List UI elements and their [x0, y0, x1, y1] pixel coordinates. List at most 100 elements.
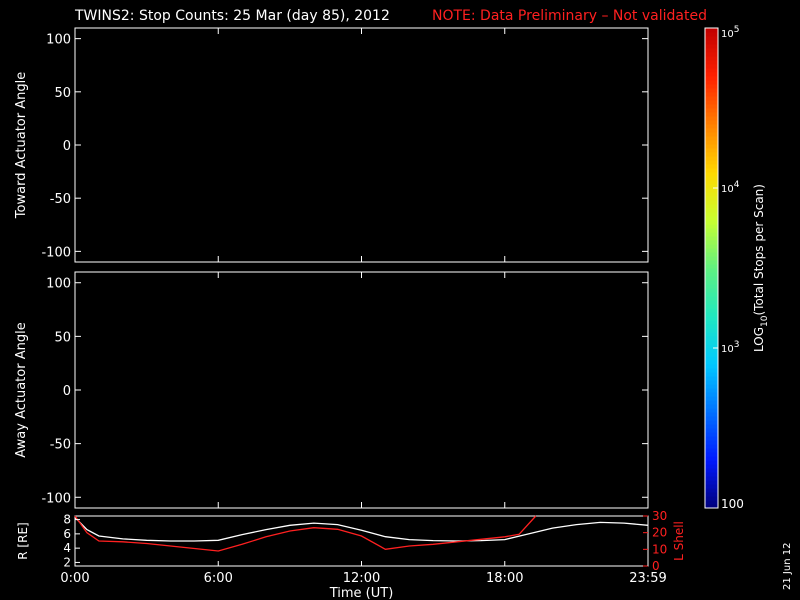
colorbar-swatch [705, 148, 718, 153]
colorbar-swatch [705, 376, 718, 381]
colorbar-swatch [705, 196, 718, 201]
colorbar-swatch [705, 480, 718, 485]
colorbar-swatch [705, 388, 718, 393]
colorbar-swatch [705, 284, 718, 289]
colorbar-swatch [705, 216, 718, 221]
colorbar-tick-label: 104 [721, 180, 740, 195]
r-series-line [74, 516, 649, 542]
colorbar-swatch [705, 80, 718, 85]
y-tick-label: -50 [50, 192, 71, 207]
colorbar-swatch [705, 332, 718, 337]
colorbar-swatch [705, 184, 718, 189]
colorbar-label: LOG10(Total Stops per Scan) [752, 184, 770, 352]
x-tick-label: 18:00 [486, 571, 523, 586]
colorbar-swatch [705, 324, 718, 329]
colorbar-swatch [705, 340, 718, 345]
colorbar-tick-label: 103 [721, 340, 739, 355]
colorbar-swatch [705, 28, 718, 33]
colorbar-swatch [705, 120, 718, 125]
y-axis-label: Away Actuator Angle [14, 322, 29, 457]
y-tick-label: -50 [50, 438, 71, 453]
colorbar-swatch [705, 156, 718, 161]
colorbar-swatch [705, 140, 718, 145]
colorbar-swatch [705, 404, 718, 409]
colorbar-swatch [705, 264, 718, 269]
colorbar-swatch [705, 384, 718, 389]
colorbar-swatch [705, 392, 718, 397]
colorbar-swatch [705, 336, 718, 341]
colorbar-swatch [705, 412, 718, 417]
colorbar-swatch [705, 124, 718, 129]
colorbar-swatch [705, 416, 718, 421]
colorbar-swatch [705, 256, 718, 261]
colorbar-swatch [705, 344, 718, 349]
colorbar-frame [704, 27, 719, 509]
colorbar-swatch [705, 252, 718, 257]
y-tick-label: 8 [63, 513, 71, 527]
colorbar-swatch [705, 504, 718, 509]
colorbar-swatch [705, 300, 718, 305]
colorbar-swatch [705, 244, 718, 249]
lshell-series-line [74, 515, 537, 552]
colorbar-swatch [705, 72, 718, 77]
colorbar: 105 104 103 100 LOG10(Total Stops per Scan) [704, 25, 770, 511]
colorbar-swatch [705, 360, 718, 365]
colorbar-swatch [705, 188, 718, 193]
y-axis-label: Toward Actuator Angle [14, 72, 29, 219]
colorbar-swatch [705, 496, 718, 501]
colorbar-swatch [705, 352, 718, 357]
colorbar-swatch [705, 320, 718, 325]
colorbar-swatch [705, 316, 718, 321]
y-tick-label: 6 [63, 527, 71, 541]
colorbar-swatch [705, 328, 718, 333]
colorbar-swatch [705, 420, 718, 425]
colorbar-swatch [705, 176, 718, 181]
y-tick-label: 2 [63, 555, 71, 569]
colorbar-swatch [705, 380, 718, 385]
colorbar-tick-label: 105 [721, 25, 739, 40]
colorbar-swatch [705, 76, 718, 81]
away-angle-panel: 100 50 0 -50 -100 Away Actuator Angle [14, 271, 649, 509]
y-right-tick-label: 20 [652, 526, 667, 540]
colorbar-swatch [705, 220, 718, 225]
colorbar-swatch [705, 368, 718, 373]
x-axis-label: Time (UT) [329, 586, 394, 600]
colorbar-swatch [705, 348, 718, 353]
colorbar-swatch [705, 224, 718, 229]
colorbar-swatch [705, 296, 718, 301]
colorbar-swatch [705, 276, 718, 281]
colorbar-swatch [705, 476, 718, 481]
colorbar-swatch [705, 164, 718, 169]
colorbar-swatch [705, 312, 718, 317]
colorbar-swatch [705, 260, 718, 265]
y-tick-label: 4 [63, 541, 71, 555]
colorbar-swatch [705, 432, 718, 437]
colorbar-swatch [705, 248, 718, 253]
colorbar-swatch [705, 424, 718, 429]
colorbar-swatch [705, 232, 718, 237]
colorbar-swatch [705, 236, 718, 241]
colorbar-swatch [705, 168, 718, 173]
colorbar-swatch [705, 48, 718, 53]
y-tick-label: 0 [63, 139, 71, 154]
colorbar-swatch [705, 364, 718, 369]
colorbar-swatch [705, 472, 718, 477]
colorbar-swatch [705, 60, 718, 65]
colorbar-swatch [705, 128, 718, 133]
colorbar-swatch [705, 228, 718, 233]
data-preliminary-note: NOTE: Data Preliminary – Not validated [432, 8, 707, 24]
colorbar-swatch [705, 52, 718, 57]
colorbar-swatch [705, 268, 718, 273]
colorbar-swatch [705, 440, 718, 445]
y-tick-label: 50 [54, 86, 71, 101]
colorbar-swatch [705, 436, 718, 441]
x-tick-label: 6:00 [204, 571, 233, 586]
colorbar-swatch [705, 444, 718, 449]
colorbar-swatch [705, 132, 718, 137]
y-tick-label: -100 [41, 245, 71, 260]
colorbar-swatch [705, 172, 718, 177]
y-right-tick-label: 0 [652, 559, 660, 573]
colorbar-swatch [705, 308, 718, 313]
colorbar-swatch [705, 304, 718, 309]
